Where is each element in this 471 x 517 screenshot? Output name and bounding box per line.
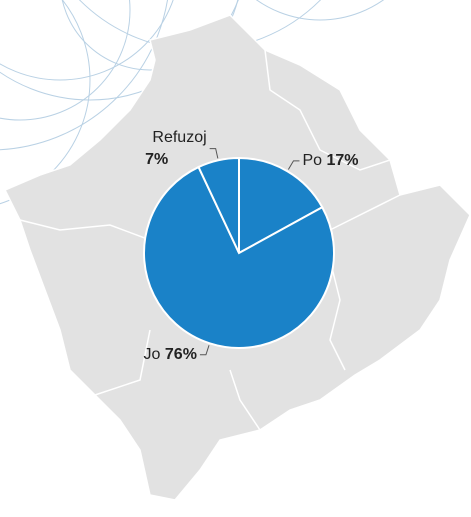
leader-line (209, 148, 219, 159)
leader-line (287, 160, 300, 170)
leader-line (199, 345, 210, 356)
slice-value: 7% (145, 151, 168, 168)
slice-value: 17% (326, 152, 358, 169)
slice-label-group: Jo 76% (144, 346, 197, 363)
pie-slice (197, 156, 240, 254)
slice-value: 76% (165, 346, 197, 363)
pie: Po 17% Jo 76% Refuzoj 7% (143, 129, 359, 363)
slice-label: Jo (144, 346, 161, 363)
slice-label: Po (302, 152, 322, 169)
slice-label-group: Po 17% (302, 152, 358, 169)
slice-label: Refuzoj (152, 129, 206, 146)
pie-slice (143, 165, 335, 349)
pie-slice (238, 156, 324, 255)
map-borders (19, 49, 401, 431)
